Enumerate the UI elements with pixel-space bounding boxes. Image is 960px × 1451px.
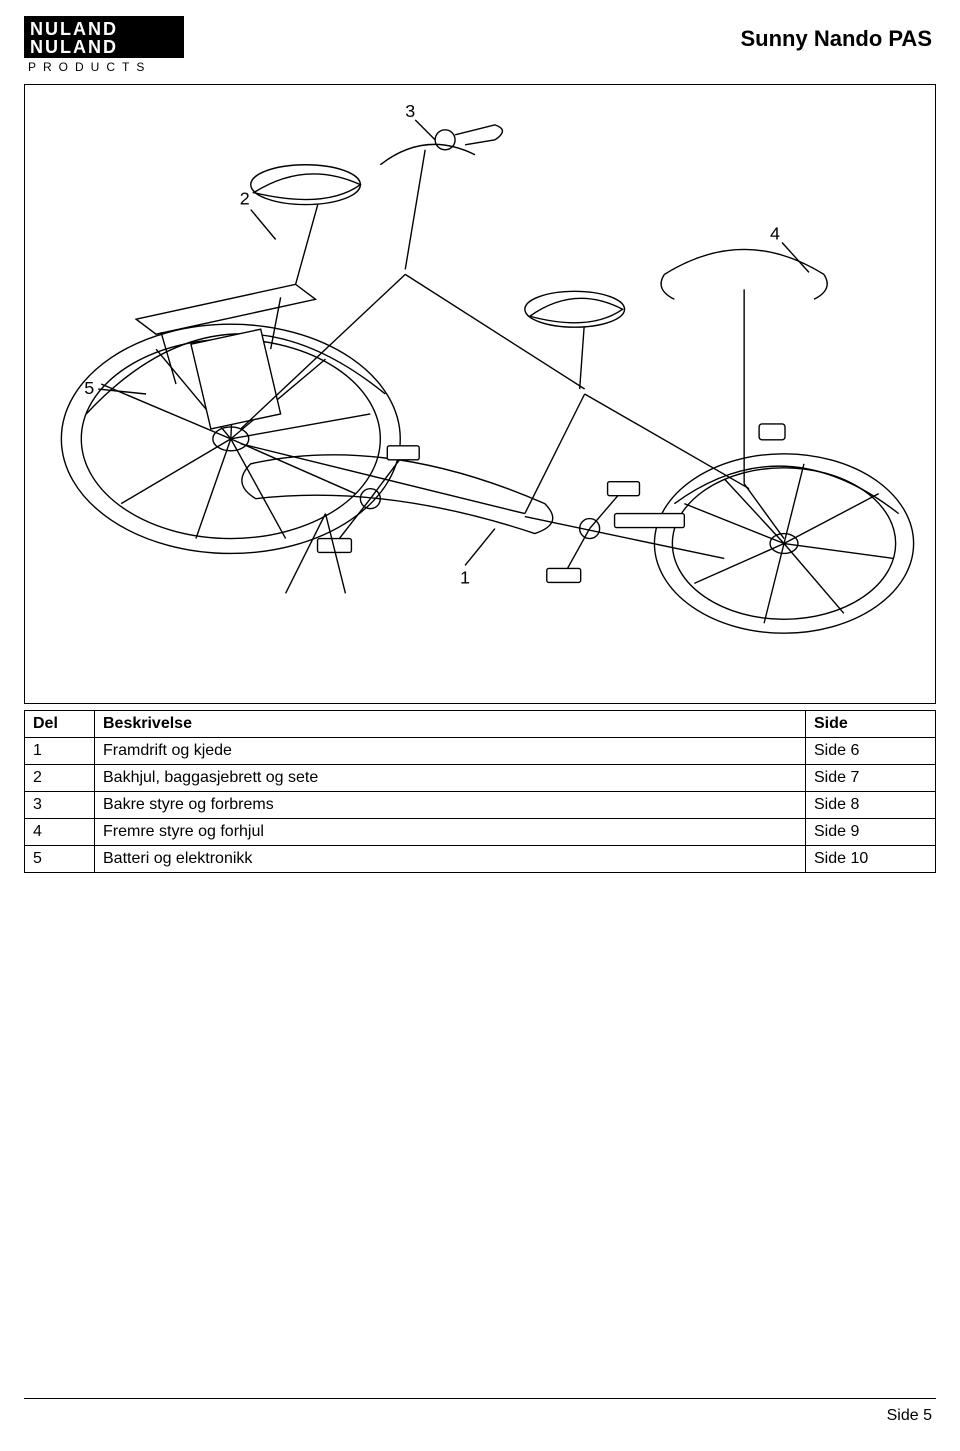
cell-desc: Fremre styre og forhjul <box>95 819 806 846</box>
brand-logo-line-2: NULAND <box>30 38 178 56</box>
cell-del: 2 <box>25 765 95 792</box>
exploded-diagram: 1 2 3 4 5 <box>24 84 936 704</box>
page-number: Side 5 <box>887 1407 932 1425</box>
cell-desc: Bakre styre og forbrems <box>95 792 806 819</box>
cell-del: 5 <box>25 846 95 873</box>
callout-5: 5 <box>84 378 94 398</box>
callout-1: 1 <box>460 567 470 587</box>
table-header-row: Del Beskrivelse Side <box>25 711 936 738</box>
page: NULAND NULAND PRODUCTS Sunny Nando PAS <box>0 0 960 1451</box>
table-row: 4 Fremre styre og forhjul Side 9 <box>25 819 936 846</box>
brand-logo-box: NULAND NULAND <box>24 16 184 58</box>
parts-table: Del Beskrivelse Side 1 Framdrift og kjed… <box>24 710 936 873</box>
cell-side: Side 9 <box>806 819 936 846</box>
table-row: 5 Batteri og elektronikk Side 10 <box>25 846 936 873</box>
brand-logo-line-1: NULAND <box>30 20 178 38</box>
col-header-beskrivelse: Beskrivelse <box>95 711 806 738</box>
callout-4: 4 <box>770 224 780 244</box>
callout-3: 3 <box>405 101 415 121</box>
cell-side: Side 10 <box>806 846 936 873</box>
cell-del: 1 <box>25 738 95 765</box>
brand-logo-sub: PRODUCTS <box>24 58 184 74</box>
cell-desc: Batteri og elektronikk <box>95 846 806 873</box>
callout-2: 2 <box>240 189 250 209</box>
brand-logo: NULAND NULAND PRODUCTS <box>24 16 184 74</box>
diagram-svg: 1 2 3 4 5 <box>25 85 935 703</box>
cell-del: 4 <box>25 819 95 846</box>
cell-side: Side 8 <box>806 792 936 819</box>
cell-desc: Bakhjul, baggasjebrett og sete <box>95 765 806 792</box>
cell-desc: Framdrift og kjede <box>95 738 806 765</box>
table-row: 3 Bakre styre og forbrems Side 8 <box>25 792 936 819</box>
table-row: 2 Bakhjul, baggasjebrett og sete Side 7 <box>25 765 936 792</box>
cell-del: 3 <box>25 792 95 819</box>
table-row: 1 Framdrift og kjede Side 6 <box>25 738 936 765</box>
footer-rule <box>24 1398 936 1399</box>
cell-side: Side 7 <box>806 765 936 792</box>
document-title: Sunny Nando PAS <box>741 16 937 52</box>
col-header-side: Side <box>806 711 936 738</box>
page-header: NULAND NULAND PRODUCTS Sunny Nando PAS <box>24 16 936 74</box>
col-header-del: Del <box>25 711 95 738</box>
cell-side: Side 6 <box>806 738 936 765</box>
